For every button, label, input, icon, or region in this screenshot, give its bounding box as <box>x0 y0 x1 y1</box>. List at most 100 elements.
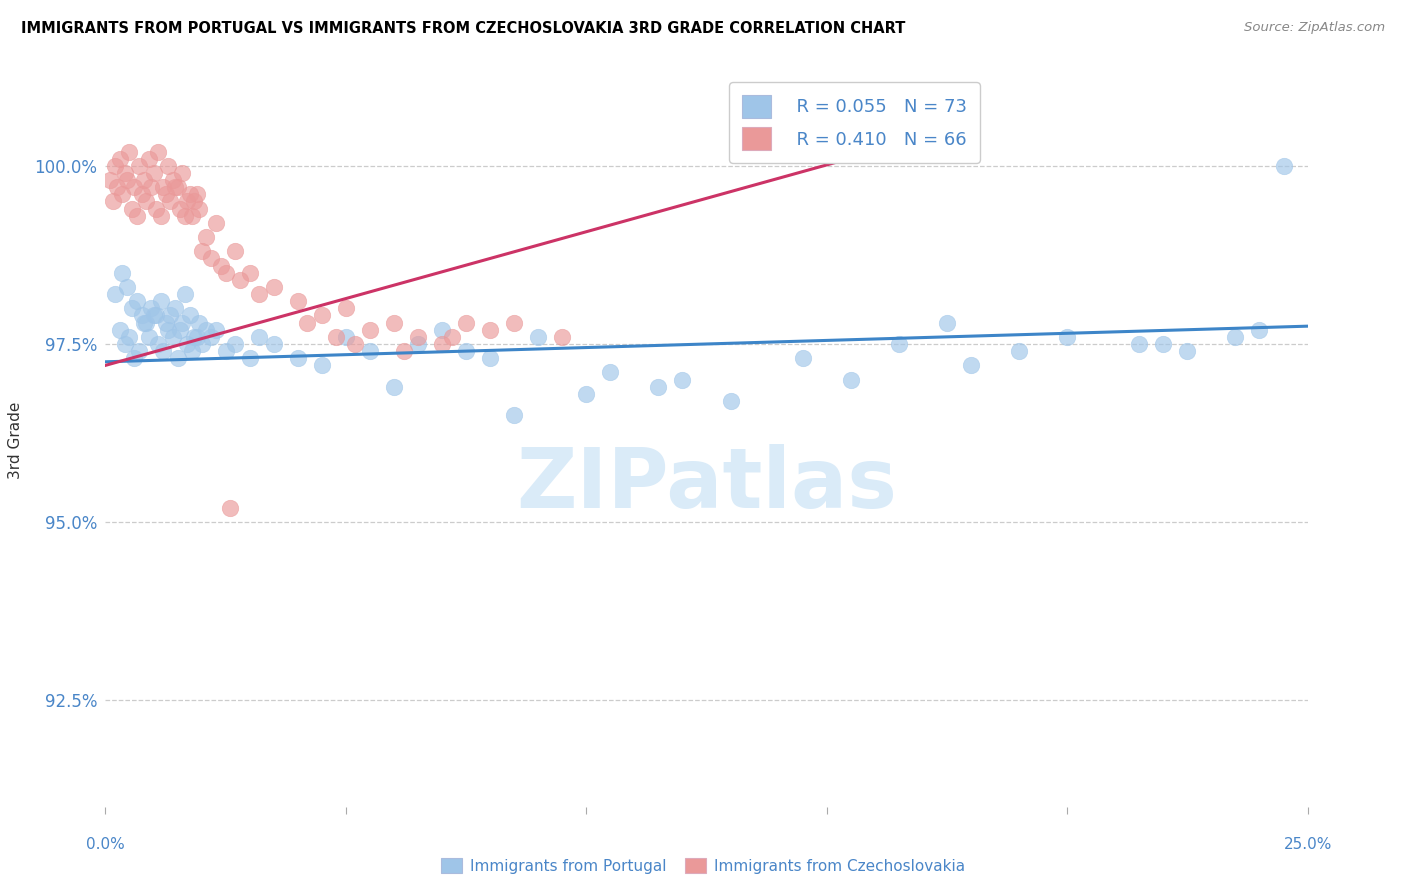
Text: IMMIGRANTS FROM PORTUGAL VS IMMIGRANTS FROM CZECHOSLOVAKIA 3RD GRADE CORRELATION: IMMIGRANTS FROM PORTUGAL VS IMMIGRANTS F… <box>21 21 905 37</box>
Point <box>183 330 205 344</box>
Point <box>936 316 959 330</box>
Point <box>224 337 246 351</box>
Point <box>456 344 478 359</box>
Point <box>152 180 174 194</box>
Point <box>131 309 153 323</box>
Point <box>176 337 198 351</box>
Point <box>263 280 285 294</box>
Point <box>456 316 478 330</box>
Point <box>335 301 357 316</box>
Point <box>382 380 405 394</box>
Point <box>190 244 212 259</box>
Point <box>124 180 146 194</box>
Point <box>359 323 381 337</box>
Point <box>149 209 172 223</box>
Point <box>142 309 165 323</box>
Point <box>205 216 228 230</box>
Point <box>165 180 187 194</box>
Point <box>1152 337 1174 351</box>
Point <box>239 351 262 366</box>
Point <box>125 209 148 223</box>
Point <box>162 330 184 344</box>
Point <box>1056 330 1078 344</box>
Point <box>406 337 429 351</box>
Point <box>430 323 453 337</box>
Point <box>887 337 910 351</box>
Point <box>148 145 170 159</box>
Point <box>209 259 232 273</box>
Point <box>155 316 177 330</box>
Y-axis label: 3rd Grade: 3rd Grade <box>8 401 22 479</box>
Point <box>503 409 526 423</box>
Point <box>104 287 127 301</box>
Point <box>1225 330 1247 344</box>
Point <box>114 166 136 180</box>
Point <box>111 187 134 202</box>
Point <box>575 387 598 401</box>
Point <box>104 159 127 173</box>
Point <box>181 344 204 359</box>
Point <box>179 187 201 202</box>
Point <box>720 394 742 409</box>
Point <box>503 316 526 330</box>
Point <box>224 244 246 259</box>
Point <box>159 194 181 209</box>
Point <box>200 252 222 266</box>
Point <box>219 500 242 515</box>
Point <box>214 266 236 280</box>
Point <box>671 373 693 387</box>
Point <box>172 166 194 180</box>
Point <box>152 344 174 359</box>
Point <box>128 159 150 173</box>
Point <box>124 351 146 366</box>
Point <box>287 351 309 366</box>
Point <box>142 166 165 180</box>
Point <box>239 266 262 280</box>
Point <box>205 323 228 337</box>
Point <box>125 294 148 309</box>
Point <box>247 330 270 344</box>
Point <box>131 187 153 202</box>
Point <box>406 330 429 344</box>
Point <box>173 209 195 223</box>
Point <box>118 145 141 159</box>
Point <box>1272 159 1295 173</box>
Point <box>392 344 415 359</box>
Point <box>138 330 160 344</box>
Point <box>479 351 502 366</box>
Point <box>188 316 211 330</box>
Point <box>149 294 172 309</box>
Point <box>839 373 862 387</box>
Point <box>159 309 181 323</box>
Point <box>311 359 333 373</box>
Point <box>169 323 191 337</box>
Point <box>135 194 157 209</box>
Text: ZIPatlas: ZIPatlas <box>516 443 897 524</box>
Point <box>107 180 129 194</box>
Point <box>101 194 124 209</box>
Point <box>344 337 367 351</box>
Point <box>176 194 198 209</box>
Point <box>179 309 201 323</box>
Point <box>98 173 121 187</box>
Point <box>145 309 167 323</box>
Point <box>148 337 170 351</box>
Point <box>155 187 177 202</box>
Text: 25.0%: 25.0% <box>1284 837 1331 852</box>
Point <box>359 344 381 359</box>
Point <box>166 351 188 366</box>
Point <box>311 309 333 323</box>
Point <box>181 209 204 223</box>
Point <box>108 152 131 166</box>
Point <box>195 323 218 337</box>
Point <box>382 316 405 330</box>
Point <box>1008 344 1031 359</box>
Point <box>132 173 155 187</box>
Point <box>172 316 194 330</box>
Point <box>263 337 285 351</box>
Point <box>135 316 157 330</box>
Point <box>138 152 160 166</box>
Point <box>297 316 319 330</box>
Point <box>166 180 188 194</box>
Point <box>128 344 150 359</box>
